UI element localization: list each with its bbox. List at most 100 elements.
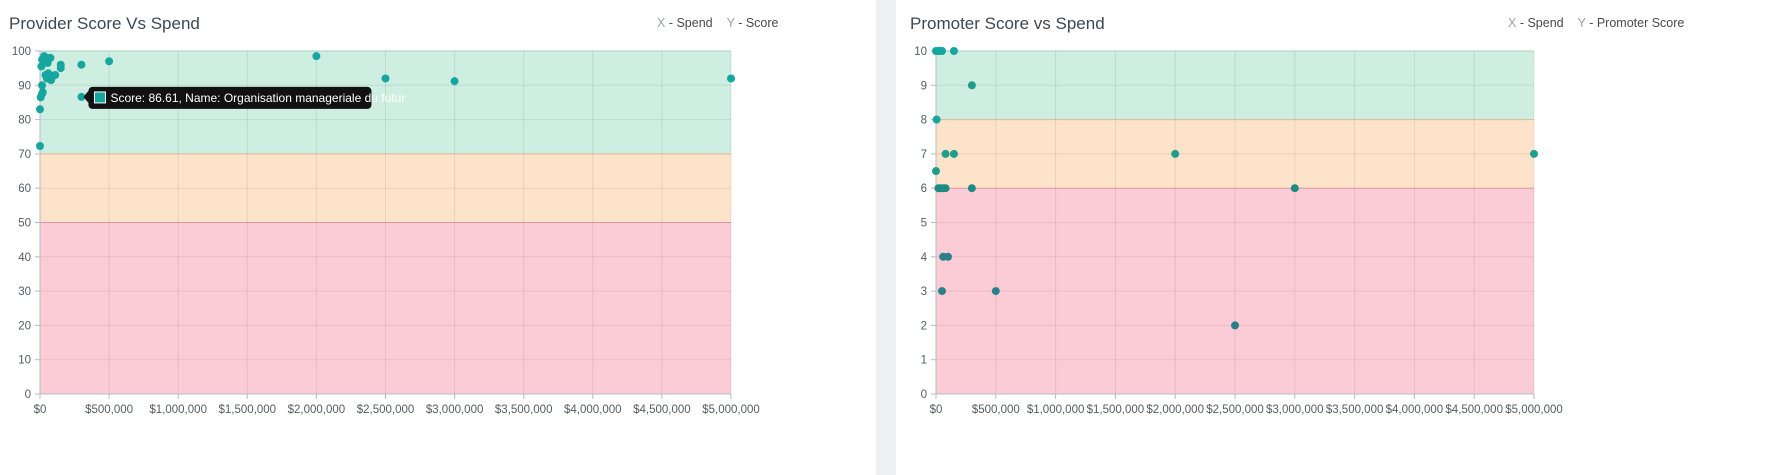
chart-panel-promoter-score: Promoter Score vs Spend X - Spend Y - Pro… <box>896 0 1770 475</box>
y-tick-label: 7 <box>921 149 927 161</box>
x-tick-label: $5,000,000 <box>1505 404 1563 416</box>
x-tick-label: $1,000,000 <box>1027 404 1085 416</box>
chart-legend: X - Spend Y - Promoter Score <box>1508 16 1684 30</box>
x-tick-label: $3,000,000 <box>1266 404 1324 416</box>
chart-panel-provider-score: Provider Score Vs Spend X - Spend Y - Sco… <box>0 0 876 475</box>
x-tick-label: $4,000,000 <box>564 404 622 416</box>
band-0 <box>936 51 1534 120</box>
data-point <box>77 60 86 69</box>
tooltip-box <box>88 86 372 109</box>
data-point <box>450 77 459 86</box>
data-point <box>77 92 86 101</box>
y-tick-label: 100 <box>12 46 31 58</box>
y-tick-label: 40 <box>18 252 31 264</box>
y-tick-label: 30 <box>18 286 31 298</box>
x-tick-label: $3,500,000 <box>495 404 553 416</box>
data-point <box>56 60 65 69</box>
data-point <box>932 167 940 176</box>
data-point <box>937 47 946 55</box>
data-point <box>1530 149 1538 158</box>
y-tick-label: 10 <box>914 46 927 58</box>
tooltip: Score: 86.61, Name: Organisation manager… <box>83 86 405 109</box>
legend-y-label: - Promoter Score <box>1585 16 1685 30</box>
x-tick-label: $1,500,000 <box>219 404 277 416</box>
legend-y-label: - Score <box>734 16 779 30</box>
legend-x-key: X <box>1508 16 1517 30</box>
data-point <box>967 81 976 90</box>
tooltip-caret <box>83 90 89 103</box>
x-tick-label: $4,500,000 <box>1445 404 1503 416</box>
data-point <box>941 149 950 158</box>
y-tick-label: 50 <box>18 218 31 230</box>
data-point <box>941 184 950 193</box>
band-1 <box>40 153 731 223</box>
data-point <box>381 74 390 83</box>
y-tick-label: 20 <box>18 320 31 332</box>
data-point <box>937 287 946 296</box>
data-point <box>949 47 958 55</box>
x-tick-label: $2,500,000 <box>357 404 415 416</box>
data-point <box>1171 149 1180 158</box>
data-point <box>932 115 941 124</box>
x-tick-label: $0 <box>930 404 943 416</box>
data-point <box>1290 184 1299 193</box>
x-tick-label: $1,500,000 <box>1087 404 1145 416</box>
y-tick-label: 9 <box>921 80 927 92</box>
y-tick-label: 10 <box>18 355 31 367</box>
x-tick-label: $4,500,000 <box>633 404 691 416</box>
data-point <box>43 59 52 68</box>
y-tick-label: 5 <box>921 218 927 230</box>
data-point <box>38 81 47 90</box>
legend-x-label: - Spend <box>665 16 713 30</box>
scatter-chart-promoter-score: 0 1 2 3 4 5 6 7 8 9 10 $0 $500,000 $1,000,000 $1,500,0… <box>914 46 1563 416</box>
data-point <box>51 71 60 80</box>
x-tick-label: $3,000,000 <box>426 404 484 416</box>
data-point <box>36 105 44 114</box>
x-tick-label: $5,000,000 <box>702 404 760 416</box>
y-tick-label: 1 <box>921 355 927 367</box>
data-point <box>36 142 44 151</box>
y-tick-label: 0 <box>921 389 927 401</box>
y-tick-label: 6 <box>921 183 927 195</box>
x-tick-label: $2,000,000 <box>1146 404 1204 416</box>
data-point <box>38 88 47 97</box>
data-point <box>943 252 952 261</box>
legend-x-key: X <box>657 16 666 30</box>
data-point <box>967 184 976 193</box>
y-tick-label: 4 <box>921 252 928 264</box>
x-tick-label: $3,500,000 <box>1326 404 1384 416</box>
chart-title: Promoter Score vs Spend <box>910 14 1105 33</box>
x-tick-label: $1,000,000 <box>149 404 207 416</box>
legend-y-key: Y <box>1577 16 1586 30</box>
x-tick-label: $0 <box>34 404 47 416</box>
y-tick-label: 2 <box>921 320 927 332</box>
data-point <box>105 57 114 66</box>
x-tick-label: $2,500,000 <box>1206 404 1264 416</box>
x-tick-label: $4,000,000 <box>1386 404 1444 416</box>
data-point <box>949 149 958 158</box>
data-point <box>312 52 321 61</box>
y-tick-label: 80 <box>18 115 31 127</box>
chart-title: Provider Score Vs Spend <box>9 14 200 33</box>
chart-legend: X - Spend Y - Score <box>657 16 779 30</box>
y-tick-label: 8 <box>921 115 927 127</box>
data-point <box>727 74 735 83</box>
y-tick-label: 70 <box>18 149 31 161</box>
band-2 <box>936 188 1534 394</box>
y-tick-label: 3 <box>921 286 927 298</box>
scatter-chart-provider-score: 0 10 20 30 40 50 60 70 80 90 100 $0 $500,000 $1,000,0… <box>12 46 760 416</box>
x-tick-label: $2,000,000 <box>288 404 346 416</box>
tooltip-text: Score: 86.61, Name: Organisation manager… <box>110 91 405 105</box>
band-2 <box>40 222 731 394</box>
legend-x-label: - Spend <box>1516 16 1564 30</box>
y-tick-label: 90 <box>18 80 31 92</box>
data-point <box>37 62 46 71</box>
data-point <box>991 287 1000 296</box>
y-tick-label: 0 <box>25 389 31 401</box>
band-1 <box>936 119 1534 189</box>
y-tick-label: 60 <box>18 183 31 195</box>
tooltip-swatch <box>93 91 106 104</box>
x-tick-label: $500,000 <box>972 404 1020 416</box>
legend-y-key: Y <box>726 16 735 30</box>
x-tick-label: $500,000 <box>85 404 133 416</box>
